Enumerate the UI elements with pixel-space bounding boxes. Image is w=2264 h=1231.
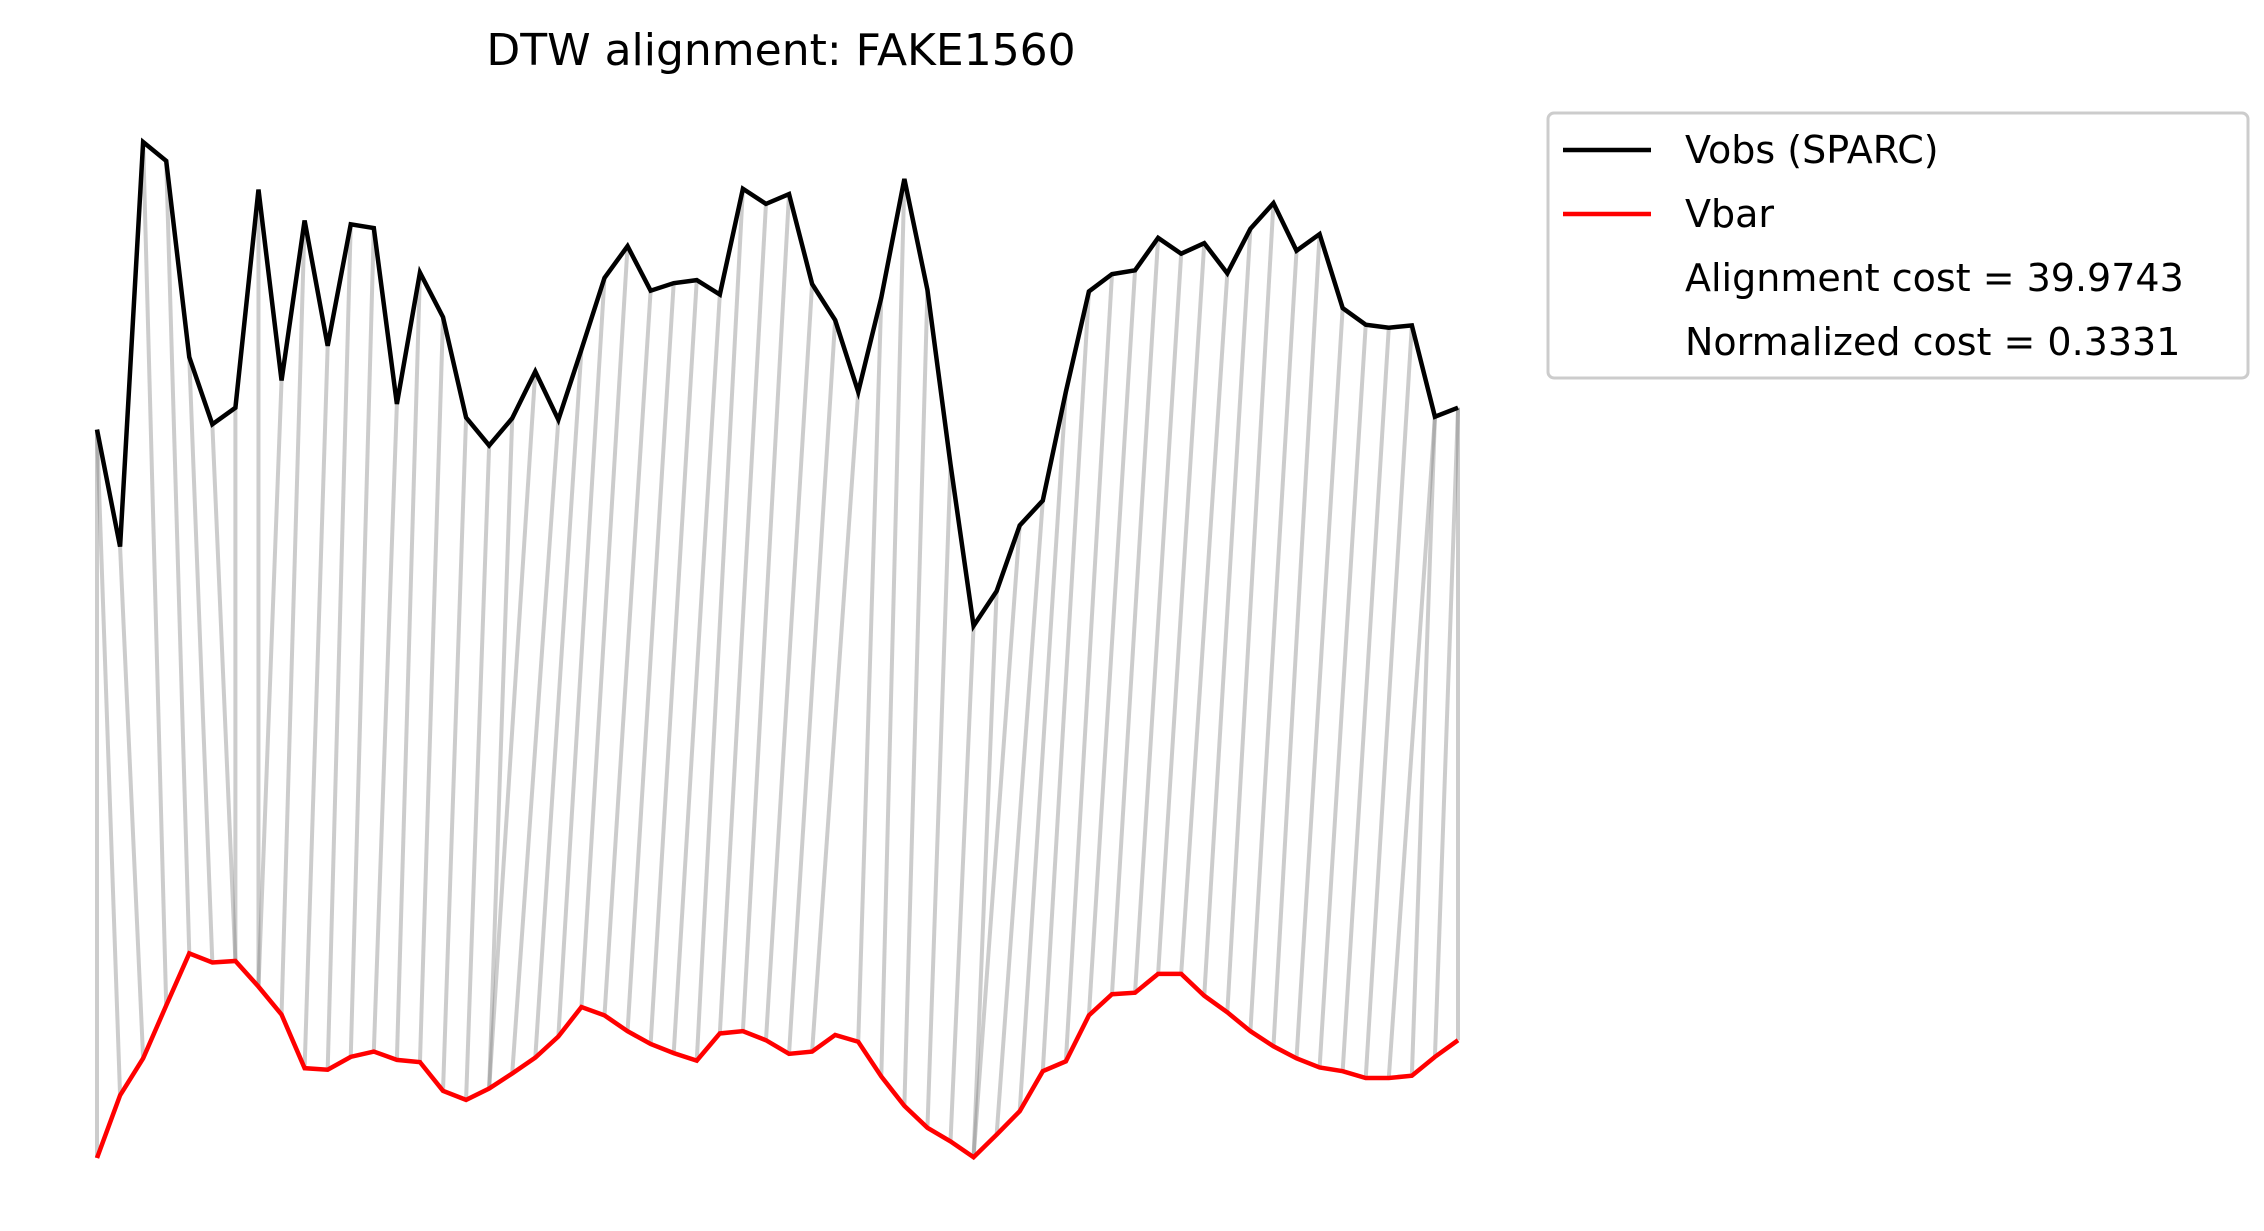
legend-label: Vbar [1685, 192, 1774, 236]
chart-title: DTW alignment: FAKE1560 [486, 25, 1075, 76]
alignment-connector [210, 424, 238, 962]
series-lines [94, 137, 1460, 1161]
alignment-connector [394, 272, 422, 1060]
alignment-connector [1363, 325, 1414, 1079]
alignment-connector [302, 345, 330, 1069]
alignment-connector [1225, 203, 1276, 1013]
alignment-connector [971, 591, 999, 1158]
alignment-connector [279, 220, 307, 1015]
alignment-connector [1432, 407, 1460, 1057]
alignment-connector [187, 357, 215, 963]
alignment-connector [1179, 273, 1230, 974]
alignment-connector [810, 391, 861, 1052]
alignment-connector [648, 280, 699, 1045]
alignment-connector [971, 525, 1022, 1158]
alignment-connector [856, 297, 884, 1042]
alignment-connector [602, 290, 653, 1016]
series-line-vobs [94, 137, 1459, 633]
alignment-connector [141, 141, 169, 1006]
alignment-connector [994, 500, 1045, 1135]
alignment-connector [1271, 233, 1322, 1047]
alignment-connector [487, 371, 538, 1089]
alignment-connector [1340, 327, 1391, 1072]
legend-label: Vobs (SPARC) [1685, 128, 1939, 172]
alignment-connector [1040, 291, 1091, 1072]
alignment-connector [1386, 416, 1437, 1079]
series-line-vbar [94, 950, 1460, 1161]
alignment-connector [787, 320, 838, 1054]
alignment-connector [1133, 253, 1184, 993]
alignment-connector [1317, 324, 1368, 1068]
alignment-connector [441, 417, 469, 1091]
alignment-connector [464, 445, 492, 1100]
alignment-connector [348, 227, 376, 1057]
alignment-connector [1063, 273, 1114, 1062]
alignment-connector [1156, 243, 1207, 974]
alignment-connector [763, 283, 815, 1041]
alignment-connector [694, 188, 745, 1061]
alignment-connector [510, 419, 561, 1074]
alignment-connector [487, 418, 515, 1089]
legend-label: Alignment cost = 39.9743 [1685, 256, 2184, 300]
alignment-connector [556, 277, 607, 1037]
alignment-connector [625, 283, 676, 1032]
alignment-connector [533, 349, 584, 1058]
alignment-connector [717, 203, 768, 1034]
alignment-connector [325, 224, 353, 1070]
alignment-connector [1409, 416, 1437, 1076]
alignment-connector [164, 160, 192, 954]
alignment-connector [1109, 237, 1161, 995]
alignment-connector [1294, 307, 1345, 1059]
alignment-connector [256, 380, 284, 987]
alignment-connector [1017, 391, 1068, 1112]
alignment-connector [95, 429, 123, 1096]
legend-frame [1546, 111, 2250, 380]
alignment-connector [1086, 270, 1138, 1016]
alignment-connector [879, 178, 907, 1077]
alignment-connector [925, 464, 953, 1128]
alignment-connector [902, 289, 930, 1106]
legend-label: Normalized cost = 0.3331 [1685, 320, 2180, 364]
alignment-connector [740, 193, 792, 1032]
alignment-connector [579, 246, 630, 1008]
alignment-connector [417, 317, 446, 1063]
alignment-connector [118, 546, 146, 1059]
alignment-connector [671, 294, 722, 1054]
alignment-connector [948, 625, 976, 1142]
legend: Vobs (SPARC) Vbar Alignment cost = 39.9743… [1546, 111, 2250, 380]
alignment-connectors [95, 141, 1460, 1158]
alignment-connector [1202, 228, 1253, 996]
alignment-connector [371, 403, 399, 1052]
alignment-connector [1248, 250, 1299, 1032]
